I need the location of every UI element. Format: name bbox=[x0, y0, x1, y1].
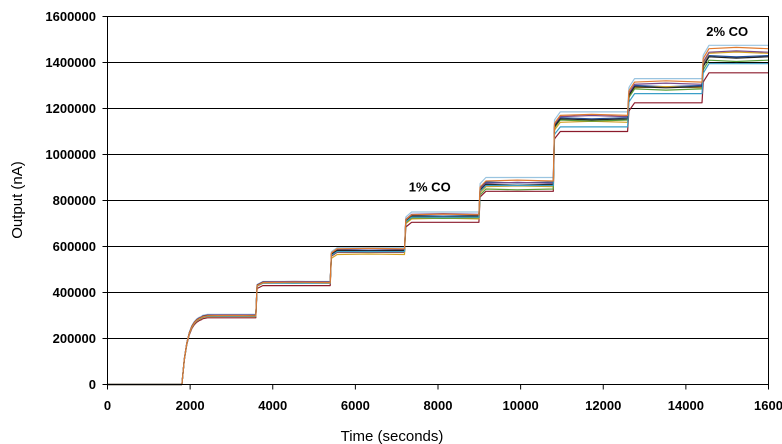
y-tick-labels: 0 200000 400000 600000 800000 1000000 1200000 1… bbox=[45, 9, 108, 392]
x-tick-label: 8000 bbox=[424, 398, 453, 413]
y-axis-title: Output (nA) bbox=[9, 161, 26, 239]
series-layer bbox=[107, 44, 769, 386]
x-tick-label: 0 bbox=[104, 398, 111, 413]
x-tick-label: 12000 bbox=[585, 398, 621, 413]
x-tick-labels: 0 2000 4000 6000 8000 10000 12000 14000 1600 bbox=[104, 384, 782, 413]
y-tick-label: 1400000 bbox=[45, 55, 96, 70]
y-tick-label: 800000 bbox=[53, 193, 96, 208]
series-line bbox=[107, 44, 769, 386]
series-line bbox=[107, 72, 769, 386]
y-tick-label: 1000000 bbox=[45, 147, 96, 162]
series-line bbox=[107, 46, 769, 386]
annotation-label: 2% CO bbox=[706, 24, 748, 39]
x-tick-label: 6000 bbox=[341, 398, 370, 413]
series-line bbox=[107, 56, 769, 386]
y-tick-label: 600000 bbox=[53, 239, 96, 254]
annotations: 1% CO 2% CO bbox=[409, 24, 748, 194]
series-line bbox=[107, 55, 769, 386]
y-tick-label: 400000 bbox=[53, 285, 96, 300]
x-tick-label: 14000 bbox=[668, 398, 704, 413]
y-tick-label: 1600000 bbox=[45, 9, 96, 24]
x-tick-label: 4000 bbox=[258, 398, 287, 413]
x-axis-title: Time (seconds) bbox=[341, 428, 444, 444]
x-tick-label: 1600 bbox=[754, 398, 782, 413]
y-tick-label: 200000 bbox=[53, 331, 96, 346]
x-tick-label: 2000 bbox=[176, 398, 205, 413]
x-tick-label: 10000 bbox=[503, 398, 539, 413]
series-line bbox=[107, 63, 769, 386]
annotation-label: 1% CO bbox=[409, 179, 451, 194]
gridlines bbox=[107, 16, 769, 385]
y-tick-label: 1200000 bbox=[45, 101, 96, 116]
y-tick-label: 0 bbox=[89, 377, 96, 392]
